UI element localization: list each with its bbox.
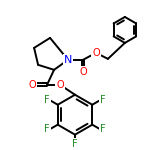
- Text: F: F: [44, 124, 50, 134]
- Text: F: F: [100, 95, 106, 105]
- Text: O: O: [56, 80, 64, 90]
- Text: O: O: [79, 67, 87, 77]
- Text: O: O: [92, 48, 100, 58]
- Text: F: F: [44, 95, 50, 105]
- Text: N: N: [64, 55, 72, 65]
- Text: F: F: [72, 139, 78, 149]
- Text: O: O: [28, 80, 36, 90]
- Text: F: F: [100, 124, 106, 134]
